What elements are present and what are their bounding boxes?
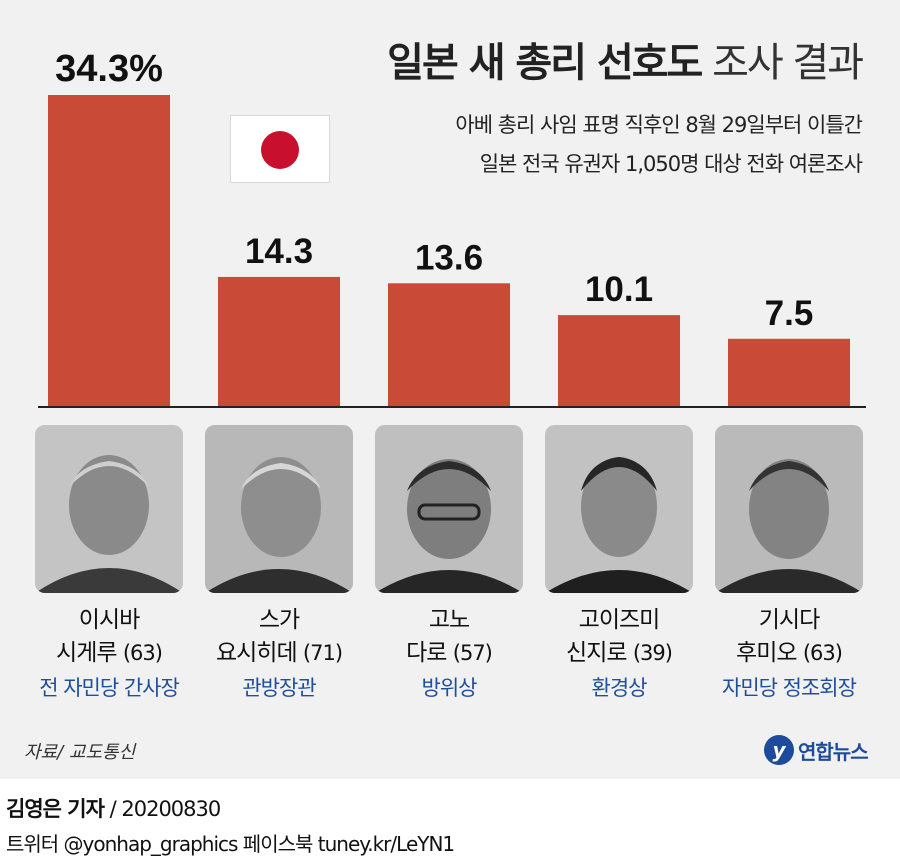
bar-value-label-5: 7.5 <box>765 294 814 333</box>
candidate-photo-1 <box>35 425 183 593</box>
candidate-given-name: 후미오 <box>736 640 797 666</box>
candidate-role: 방위상 <box>421 676 478 700</box>
chart-title: 일본 새 총리 선호도 조사 결과 <box>387 30 864 88</box>
candidate-label-5: 기시다 후미오 (63) 자민당 정조회장 <box>694 604 884 706</box>
candidate-age: (63) <box>122 641 163 665</box>
candidate-role: 자민당 정조회장 <box>722 676 857 700</box>
candidate-given-name: 요시히데 <box>215 640 298 666</box>
candidate-photo-4 <box>545 425 693 593</box>
candidate-given-name: 시게루 <box>56 640 117 666</box>
byline: 김영은 기자 / 20200830 <box>6 793 222 823</box>
value-labels: 34.3% 14.3 13.6 10.1 7.5 <box>55 48 813 333</box>
candidate-label-2: 스가 요시히데 (71) 관방장관 <box>184 604 374 706</box>
yonhap-logo-mark: y <box>764 735 794 765</box>
candidate-age: (63) <box>802 641 843 665</box>
source-note: 자료/ 교도통신 <box>24 742 136 763</box>
candidate-photo-2 <box>205 425 353 593</box>
candidate-name-line-2: 후미오 (63) <box>694 637 884 670</box>
yonhap-logo: y 연합뉴스 <box>764 731 890 771</box>
candidate-photo-3 <box>375 425 523 593</box>
byline-date: / 20200830 <box>109 797 222 821</box>
japan-flag-icon <box>230 115 330 183</box>
bar-3 <box>388 283 510 407</box>
bar-value-label-3: 13.6 <box>415 238 483 277</box>
candidate-name-line-1: 고이즈미 <box>578 607 661 633</box>
candidate-name-line-1: 고노 <box>428 607 470 633</box>
bar-value-label-2: 14.3 <box>245 232 313 271</box>
bar-chart: 34.3% 14.3 13.6 10.1 7.5 <box>38 48 866 408</box>
candidate-name-line-2: 다로 (57) <box>354 637 544 670</box>
candidate-name-line-2: 시게루 (63) <box>14 637 204 670</box>
candidate-name-line-2: 요시히데 (71) <box>184 637 374 670</box>
bar-5 <box>728 338 850 407</box>
candidate-role: 전 자민당 간사장 <box>39 676 180 700</box>
social-links: 트위터 @yonhap_graphics 페이스북 tuney.kr/LeYN1 <box>6 832 455 856</box>
bar-4 <box>558 315 680 407</box>
title-bold: 일본 새 총리 선호도 <box>387 40 703 86</box>
bar-value-label-4: 10.1 <box>585 270 653 309</box>
bar-2 <box>218 276 340 407</box>
title-light: 조사 결과 <box>712 40 864 86</box>
reporter-name: 김영은 기자 <box>6 797 105 821</box>
bar-value-label-1: 34.3% <box>55 48 163 90</box>
infographic-panel: 일본 새 총리 선호도 조사 결과 아베 총리 사임 표명 직후인 8월 29일… <box>0 0 900 779</box>
candidate-role: 환경상 <box>591 676 648 700</box>
yonhap-logo-text: 연합뉴스 <box>798 740 869 764</box>
candidate-name-line-1: 스가 <box>258 607 300 633</box>
bars <box>48 95 850 407</box>
flag-red-disc <box>261 131 299 169</box>
candidate-name-line-1: 이시바 <box>78 607 140 633</box>
candidate-photo-5 <box>715 425 863 593</box>
candidate-label-1: 이시바 시게루 (63) 전 자민당 간사장 <box>14 604 204 706</box>
candidate-age: (57) <box>452 641 493 665</box>
candidate-name-line-1: 기시다 <box>758 607 820 633</box>
bar-1 <box>48 95 170 407</box>
candidate-given-name: 다로 <box>406 640 447 666</box>
candidate-name-line-2: 신지로 (39) <box>524 637 714 670</box>
candidate-age: (71) <box>302 641 343 665</box>
candidate-given-name: 신지로 <box>566 640 627 666</box>
candidate-label-4: 고이즈미 신지로 (39) 환경상 <box>524 604 714 706</box>
subtitle-line-2: 일본 전국 유권자 1,050명 대상 전화 여론조사 <box>479 152 863 176</box>
candidate-role: 관방장관 <box>242 676 316 700</box>
candidate-label-3: 고노 다로 (57) 방위상 <box>354 604 544 706</box>
candidate-age: (39) <box>632 641 673 665</box>
subtitle-line-1: 아베 총리 사임 표명 직후인 8월 29일부터 이틀간 <box>455 113 863 137</box>
